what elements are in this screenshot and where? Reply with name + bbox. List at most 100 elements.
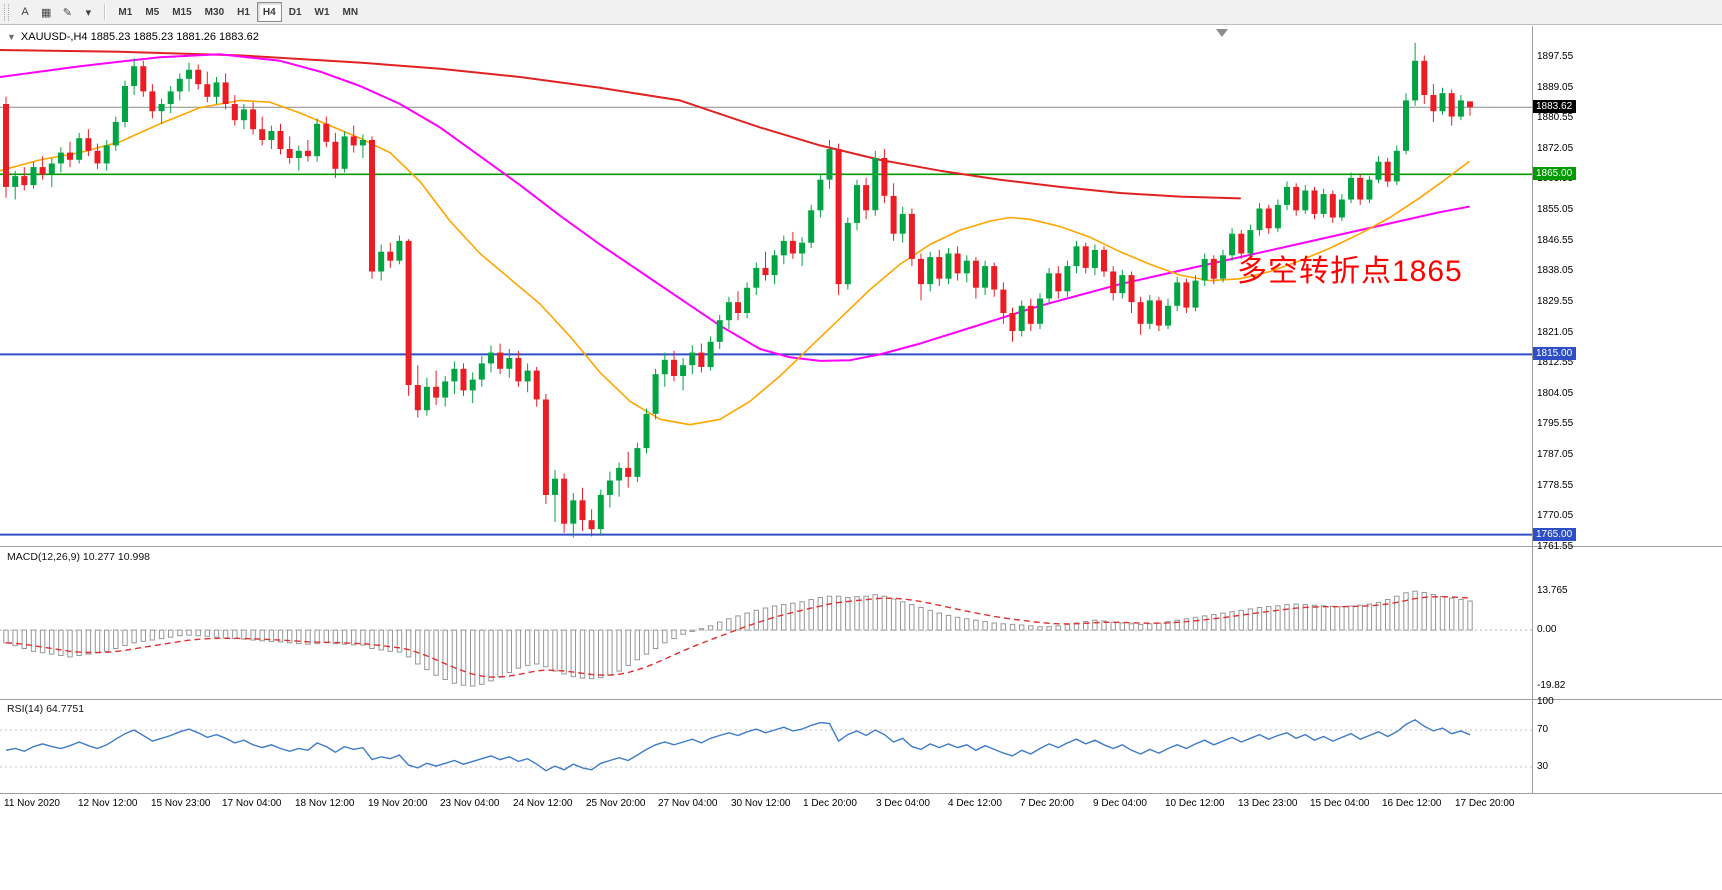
macd-histogram-bar [149, 629, 156, 641]
macd-histogram-bar [296, 629, 302, 645]
candle-body [579, 500, 586, 521]
candle-body [122, 86, 128, 122]
macd-histogram-bar [863, 595, 869, 631]
candle-body [616, 467, 623, 481]
macd-histogram-bar [305, 629, 311, 645]
timeframe-m15-button[interactable]: M15 [166, 2, 197, 22]
timeframe-w1-button[interactable]: W1 [309, 2, 336, 22]
main-chart-canvas[interactable] [0, 26, 1532, 546]
macd-histogram-bar [1028, 625, 1034, 631]
dropdown-arrow-icon[interactable]: ▾ [78, 2, 98, 22]
candle-body [1101, 249, 1107, 272]
candle-body [899, 213, 906, 234]
macd-histogram-bar [1101, 620, 1107, 631]
timeframe-m1-button[interactable]: M1 [112, 2, 138, 22]
macd-histogram-bar [396, 629, 403, 653]
candle-body [1366, 179, 1373, 200]
candle-body [286, 149, 293, 158]
rsi-indicator-label: RSI(14) 64.7751 [7, 703, 85, 715]
candle-body [1128, 275, 1135, 303]
timeframe-m30-button[interactable]: M30 [199, 2, 230, 22]
timeframe-h1-button[interactable]: H1 [231, 2, 256, 22]
macd-histogram-bar [753, 609, 759, 631]
price-tick-label: 1761.55 [1537, 540, 1574, 552]
price-scale[interactable] [1533, 26, 1722, 794]
macd-histogram-bar [1385, 599, 1391, 631]
candle-body [1091, 249, 1098, 268]
time-axis[interactable]: 11 Nov 2020 12 Nov 12:00 15 Nov 23:00 17 No… [0, 794, 1722, 816]
candle-body [48, 163, 55, 175]
candle-body [1146, 300, 1153, 324]
hline-price-label: 1865.00 [1533, 167, 1577, 181]
collapse-arrow-icon[interactable]: ▼ [7, 32, 16, 42]
macd-histogram-bar [1430, 594, 1437, 631]
macd-histogram-bar [1055, 625, 1061, 631]
draw-tools-icon[interactable]: ✎ [57, 2, 77, 22]
candle-body [671, 359, 677, 376]
candle-body [268, 131, 275, 140]
macd-histogram-bar [1137, 623, 1144, 631]
candle-body [39, 167, 46, 175]
macd-histogram-bar [1320, 605, 1327, 631]
candle-body [451, 368, 458, 382]
candle-body [396, 240, 403, 261]
macd-histogram-bar [808, 599, 814, 631]
candle-body [1403, 100, 1409, 151]
macd-histogram-bar [534, 629, 540, 665]
rsi-line [5, 718, 1471, 772]
ma-orange-line [0, 99, 1470, 426]
rsi-panel-canvas[interactable] [0, 700, 1532, 793]
macd-histogram-bar [1064, 623, 1071, 631]
time-tick-label: 9 Dec 04:00 [1093, 798, 1147, 809]
macd-histogram-bar [579, 629, 586, 679]
candle-body [1210, 258, 1217, 279]
macd-histogram-bar [918, 607, 924, 631]
toolbar-grip[interactable] [4, 3, 9, 21]
timeframe-h4-button[interactable]: H4 [256, 2, 282, 22]
candle-body [1329, 194, 1336, 218]
candle-body [716, 320, 723, 342]
timeframe-m5-button[interactable]: M5 [139, 2, 165, 22]
text-annotation[interactable]: 多空转折点1865 [1237, 255, 1463, 288]
macd-splitter[interactable] [0, 546, 1722, 547]
price-tick-label: 1872.05 [1537, 142, 1574, 154]
candle-body [167, 91, 174, 104]
price-tick-label: 1787.05 [1537, 449, 1574, 461]
candle-body [1174, 282, 1181, 306]
macd-histogram-bar [360, 629, 366, 646]
macd-histogram-bar [717, 621, 723, 631]
timeframe-d1-button[interactable]: D1 [283, 2, 308, 22]
chart-shift-marker-icon[interactable] [1216, 29, 1228, 37]
macd-histogram-bar [1037, 626, 1043, 631]
candle-body [1018, 305, 1025, 331]
candle-body [12, 176, 19, 187]
macd-histogram-bar [30, 629, 37, 652]
candle-body [561, 478, 568, 524]
candle-body [817, 179, 824, 211]
macd-histogram-bar [506, 629, 513, 673]
candle-body [405, 240, 412, 385]
candle-body [771, 255, 778, 276]
candle-body [387, 251, 394, 261]
candle-body [85, 138, 92, 151]
macd-histogram-bar [1394, 595, 1400, 631]
price-tick-label: 1838.05 [1537, 265, 1574, 277]
rsi-splitter[interactable] [0, 699, 1722, 700]
macd-histogram-bar [689, 629, 695, 632]
macd-histogram-bar [470, 629, 476, 687]
arrange-letter-a-icon[interactable]: A [15, 2, 35, 22]
macd-histogram-bar [1202, 615, 1208, 631]
macd-histogram-bar [881, 595, 888, 631]
candle-body [826, 149, 833, 180]
ma-red-line [0, 49, 1241, 200]
chart-window-icon[interactable]: ▦ [36, 2, 56, 22]
candle-body [707, 341, 714, 367]
candle-body [1284, 186, 1290, 205]
timeframe-mn-button[interactable]: MN [337, 2, 365, 22]
price-tick-label: 1846.55 [1537, 234, 1574, 246]
macd-panel-canvas[interactable] [0, 547, 1532, 699]
candle-body [552, 478, 558, 495]
macd-histogram-bar [140, 629, 147, 642]
candle-body [231, 104, 238, 121]
candle-body [222, 82, 229, 104]
